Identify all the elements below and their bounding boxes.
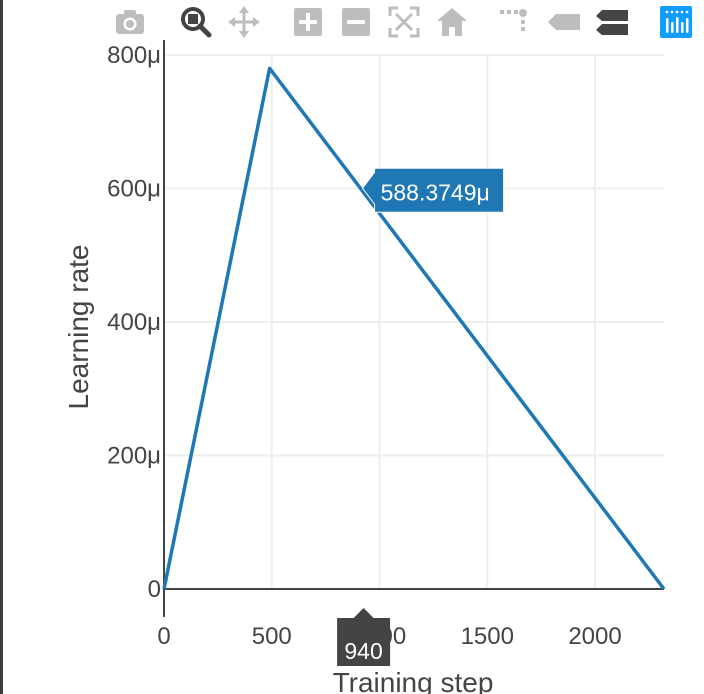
plotly-logo-icon[interactable] [658,4,694,40]
window-edge [0,0,3,694]
y-tick-label: 600μ [107,176,161,203]
zoom-in-icon[interactable] [290,4,326,40]
x-axis-title: Training step [333,667,494,694]
y-axis-title: Learning rate [63,244,94,409]
x-tick-label: 2000 [568,623,621,650]
x-tick-label: 500 [252,623,292,650]
reset-axes-icon[interactable] [434,4,470,40]
spike-lines-icon[interactable] [496,4,532,40]
hover-compare-icon[interactable] [594,4,630,40]
x-tick-label: 1500 [461,623,514,650]
y-tick-label: 800μ [107,42,161,69]
hover-closest-icon[interactable] [546,4,582,40]
modebar [112,4,704,40]
autoscale-icon[interactable] [386,4,422,40]
x-tick-label: 0 [157,623,170,650]
y-hover-box [361,167,505,213]
x-hover-box [337,608,391,666]
y-tick-label: 0 [148,576,161,603]
y-tick-label: 400μ [107,309,161,336]
pan-icon[interactable] [226,4,262,40]
y-tick-label: 200μ [107,443,161,470]
x-hover-label: 940 [344,638,382,664]
camera-icon[interactable] [112,4,148,40]
y-hover-label: 588.3749μ [381,179,490,205]
zoom-icon[interactable] [178,4,214,40]
zoom-out-icon[interactable] [338,4,374,40]
series-line[interactable] [162,66,666,591]
